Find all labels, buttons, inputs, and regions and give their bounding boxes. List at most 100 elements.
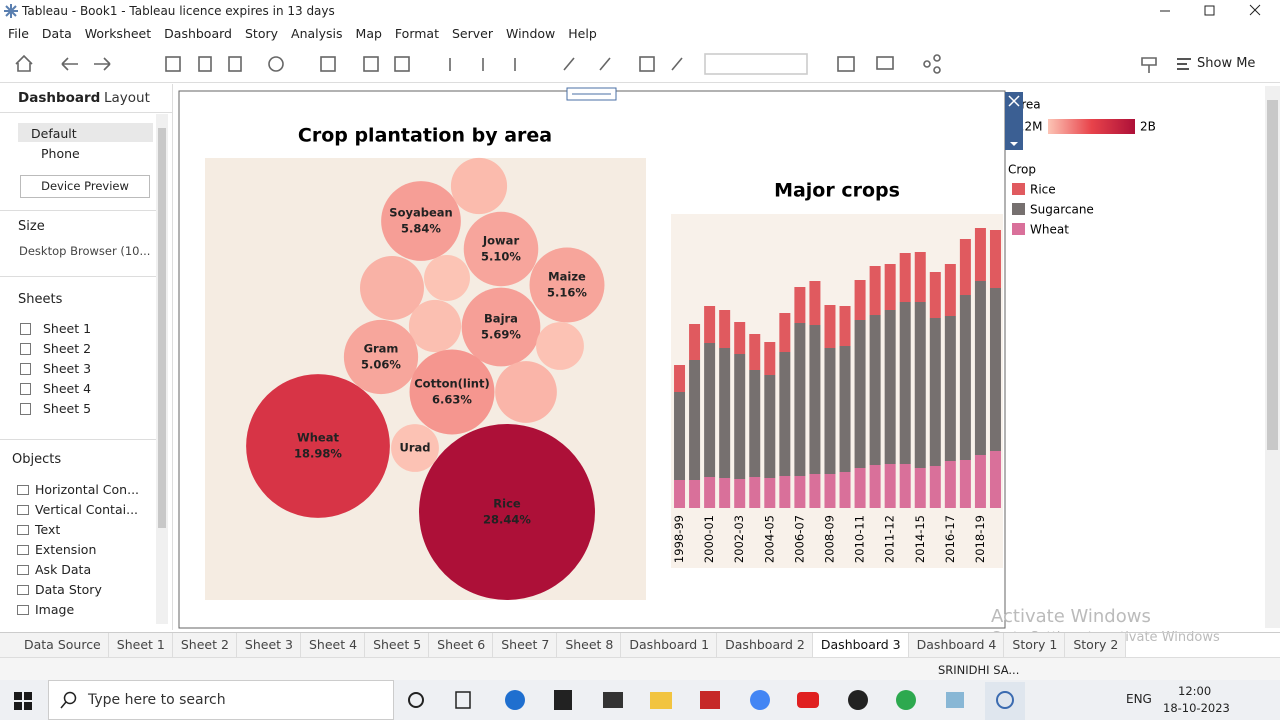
present-icon[interactable] [1140,54,1160,74]
panel-tab-layout[interactable]: Layout [104,90,150,106]
object-item[interactable]: Ask Data [16,562,91,582]
object-name[interactable]: Horizontal Con... [35,482,140,497]
bubble [409,349,495,435]
sheet-tab[interactable]: Dashboard 1 [621,633,718,657]
object-item[interactable]: Image [16,602,74,622]
object-item[interactable]: Text [16,522,60,542]
object-item[interactable]: Horizontal Con... [16,482,139,502]
status-bar: SRINIDHI SA... [0,657,1280,681]
sheet-item[interactable]: Sheet 3 [18,361,91,381]
object-item[interactable]: Data Story [16,582,102,602]
sheet-tab[interactable]: Dashboard 4 [908,633,1005,657]
show-me-icon[interactable] [1176,56,1192,72]
search-placeholder[interactable]: Type here to search [88,692,226,708]
object-name[interactable]: Ask Data [35,562,92,577]
sheet-name[interactable]: Sheet 1 [43,321,92,336]
object-item[interactable]: Vertical Contai... [16,502,138,522]
sheet-tab[interactable]: Sheet 3 [236,633,301,657]
object-name[interactable]: Image [35,602,75,617]
menu-item[interactable]: Worksheet [84,26,152,41]
device-preview-button[interactable]: Device Preview [20,175,150,198]
bubble-value-label: 28.44% [483,513,531,527]
taskbar-apps[interactable] [400,680,1040,720]
start-button[interactable] [14,692,32,710]
sheet-tab[interactable]: Story 2 [1065,633,1127,657]
sheet-item[interactable]: Sheet 4 [18,381,91,401]
container-controls[interactable] [1005,92,1023,150]
panel-tab-dashboard[interactable]: Dashboard [18,90,101,106]
sheet-item[interactable]: Sheet 5 [18,401,91,421]
sheet-tab[interactable]: Sheet 1 [108,633,173,657]
clock-time[interactable]: 12:00 [1178,684,1212,698]
object-name[interactable]: Vertical Contai... [35,502,139,517]
sheet-tab[interactable]: Sheet 5 [365,633,430,657]
object-item[interactable]: Extension [16,542,96,562]
close-button[interactable] [1008,95,1020,107]
sheet-name[interactable]: Sheet 4 [43,381,92,396]
menu-button[interactable] [1010,142,1018,146]
bar-segment [869,465,881,508]
scroll-thumb[interactable] [1267,100,1278,450]
device-phone[interactable]: Phone [41,146,80,161]
sheet-tab[interactable]: Data Source [0,633,109,657]
scroll-thumb[interactable] [158,128,166,528]
search-box[interactable] [48,680,394,720]
objects-label: Objects [12,452,62,467]
language[interactable]: ENG [1126,692,1152,706]
bubble [246,374,390,518]
bubble [495,361,557,423]
bubble-value-label: 5.06% [361,358,401,372]
bubble-label: Cotton(lint) [414,377,490,391]
bar-segment [899,464,911,508]
device-default[interactable]: Default [31,126,77,141]
menu-item[interactable]: File [8,26,29,41]
sheet-tab[interactable]: Sheet 6 [429,633,494,657]
show-me-button[interactable]: Show Me [1197,56,1256,71]
bar-segment [899,253,911,302]
sheet-item[interactable]: Sheet 2 [18,341,91,361]
sheet-tab[interactable]: Sheet 7 [493,633,558,657]
toolbar: Show Me [0,46,1280,83]
x-tick-label: 2008-09 [822,515,836,563]
sheet-name[interactable]: Sheet 3 [43,361,92,376]
sheet-icon [20,343,31,355]
sheet-tab[interactable]: Dashboard 3 [812,633,909,659]
object-name[interactable]: Data Story [35,582,102,597]
bubble-value-label: 5.84% [401,222,441,236]
menu-item[interactable]: Help [568,26,597,41]
sheet-tab[interactable]: Sheet 2 [172,633,237,657]
menu-item[interactable]: Server [451,26,493,41]
menu-item[interactable]: Story [244,26,279,41]
sheet-tab[interactable]: Sheet 4 [301,633,366,657]
bar-segment [884,264,896,310]
object-name[interactable]: Extension [35,542,97,557]
sheet-tab[interactable]: Sheet 8 [557,633,622,657]
legend-label: Rice [1030,183,1056,197]
menu-item[interactable]: Analysis [291,26,343,41]
menu-item[interactable]: Data [41,26,72,41]
menu-item[interactable]: Window [505,26,556,41]
bar-segment [959,239,971,295]
bar-segment [689,360,701,480]
bar-segment [884,310,896,464]
window-controls[interactable] [1150,0,1280,22]
menu-item[interactable]: Dashboard [164,26,232,41]
bar-segment [959,460,971,508]
sheet-item[interactable]: Sheet 1 [18,321,91,341]
user-menu[interactable]: SRINIDHI SA... [938,663,1020,677]
sheet-tab[interactable]: Story 1 [1004,633,1066,657]
legend-max-label: 2B [1140,120,1156,134]
bubble-label: Wheat [297,431,339,445]
menu-item[interactable]: Format [394,26,439,41]
bar-segment [779,352,791,476]
size-dropdown[interactable]: Desktop Browser (10... [19,244,151,258]
clock-date[interactable]: 18-10-2023 [1163,701,1230,715]
bubble [536,322,584,370]
sheet-name[interactable]: Sheet 5 [43,401,92,416]
object-name[interactable]: Text [35,522,61,537]
bubble-value-label: 5.16% [547,286,587,300]
menu-item[interactable]: Map [355,26,382,41]
sheet-tab[interactable]: Dashboard 2 [717,633,813,657]
sheet-name[interactable]: Sheet 2 [43,341,92,356]
